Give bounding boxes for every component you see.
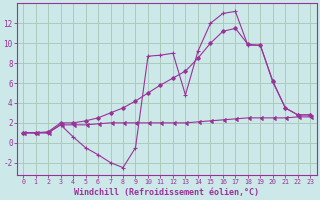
X-axis label: Windchill (Refroidissement éolien,°C): Windchill (Refroidissement éolien,°C) [74,188,259,197]
